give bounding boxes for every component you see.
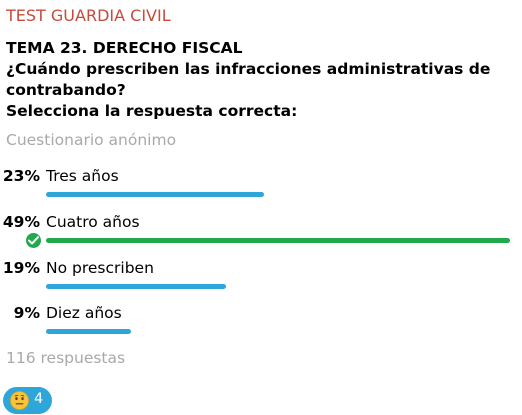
poll-option-tres-anos[interactable]: 23% Tres años xyxy=(0,167,522,213)
channel-title[interactable]: TEST GUARDIA CIVIL xyxy=(6,6,171,25)
option-percent: 49% xyxy=(2,213,40,231)
option-percent: 19% xyxy=(2,259,40,277)
question-line: Selecciona la respuesta correcta: xyxy=(6,102,298,120)
option-result-bar xyxy=(46,284,226,289)
poll-option-no-prescriben[interactable]: 19% No prescriben xyxy=(0,259,522,305)
question-line: ¿Cuándo prescriben las infracciones admi… xyxy=(6,60,491,78)
reaction-count: 4 xyxy=(34,391,44,407)
poll-option-diez-anos[interactable]: 9% Diez años xyxy=(0,304,522,350)
option-label: No prescriben xyxy=(46,259,154,277)
option-percent: 23% xyxy=(2,167,40,185)
reaction-button[interactable]: 4 xyxy=(3,387,52,414)
question-line: TEMA 23. DERECHO FISCAL xyxy=(6,39,243,57)
option-label: Tres años xyxy=(46,167,119,185)
option-result-bar xyxy=(46,329,131,334)
option-result-bar xyxy=(46,238,510,243)
votes-count[interactable]: 116 respuestas xyxy=(6,349,126,367)
option-percent: 9% xyxy=(13,304,40,322)
option-result-bar xyxy=(46,192,264,197)
option-label: Diez años xyxy=(46,304,122,322)
poll-option-cuatro-anos[interactable]: 49% Cuatro años xyxy=(0,213,522,259)
neutral-face-emoji-icon xyxy=(10,391,29,410)
poll-type-label: Cuestionario anónimo xyxy=(6,131,177,149)
question-line: contrabando? xyxy=(6,81,126,99)
option-label: Cuatro años xyxy=(46,213,140,231)
poll-question: TEMA 23. DERECHO FISCAL ¿Cuándo prescrib… xyxy=(6,38,506,122)
correct-check-icon xyxy=(25,232,42,249)
